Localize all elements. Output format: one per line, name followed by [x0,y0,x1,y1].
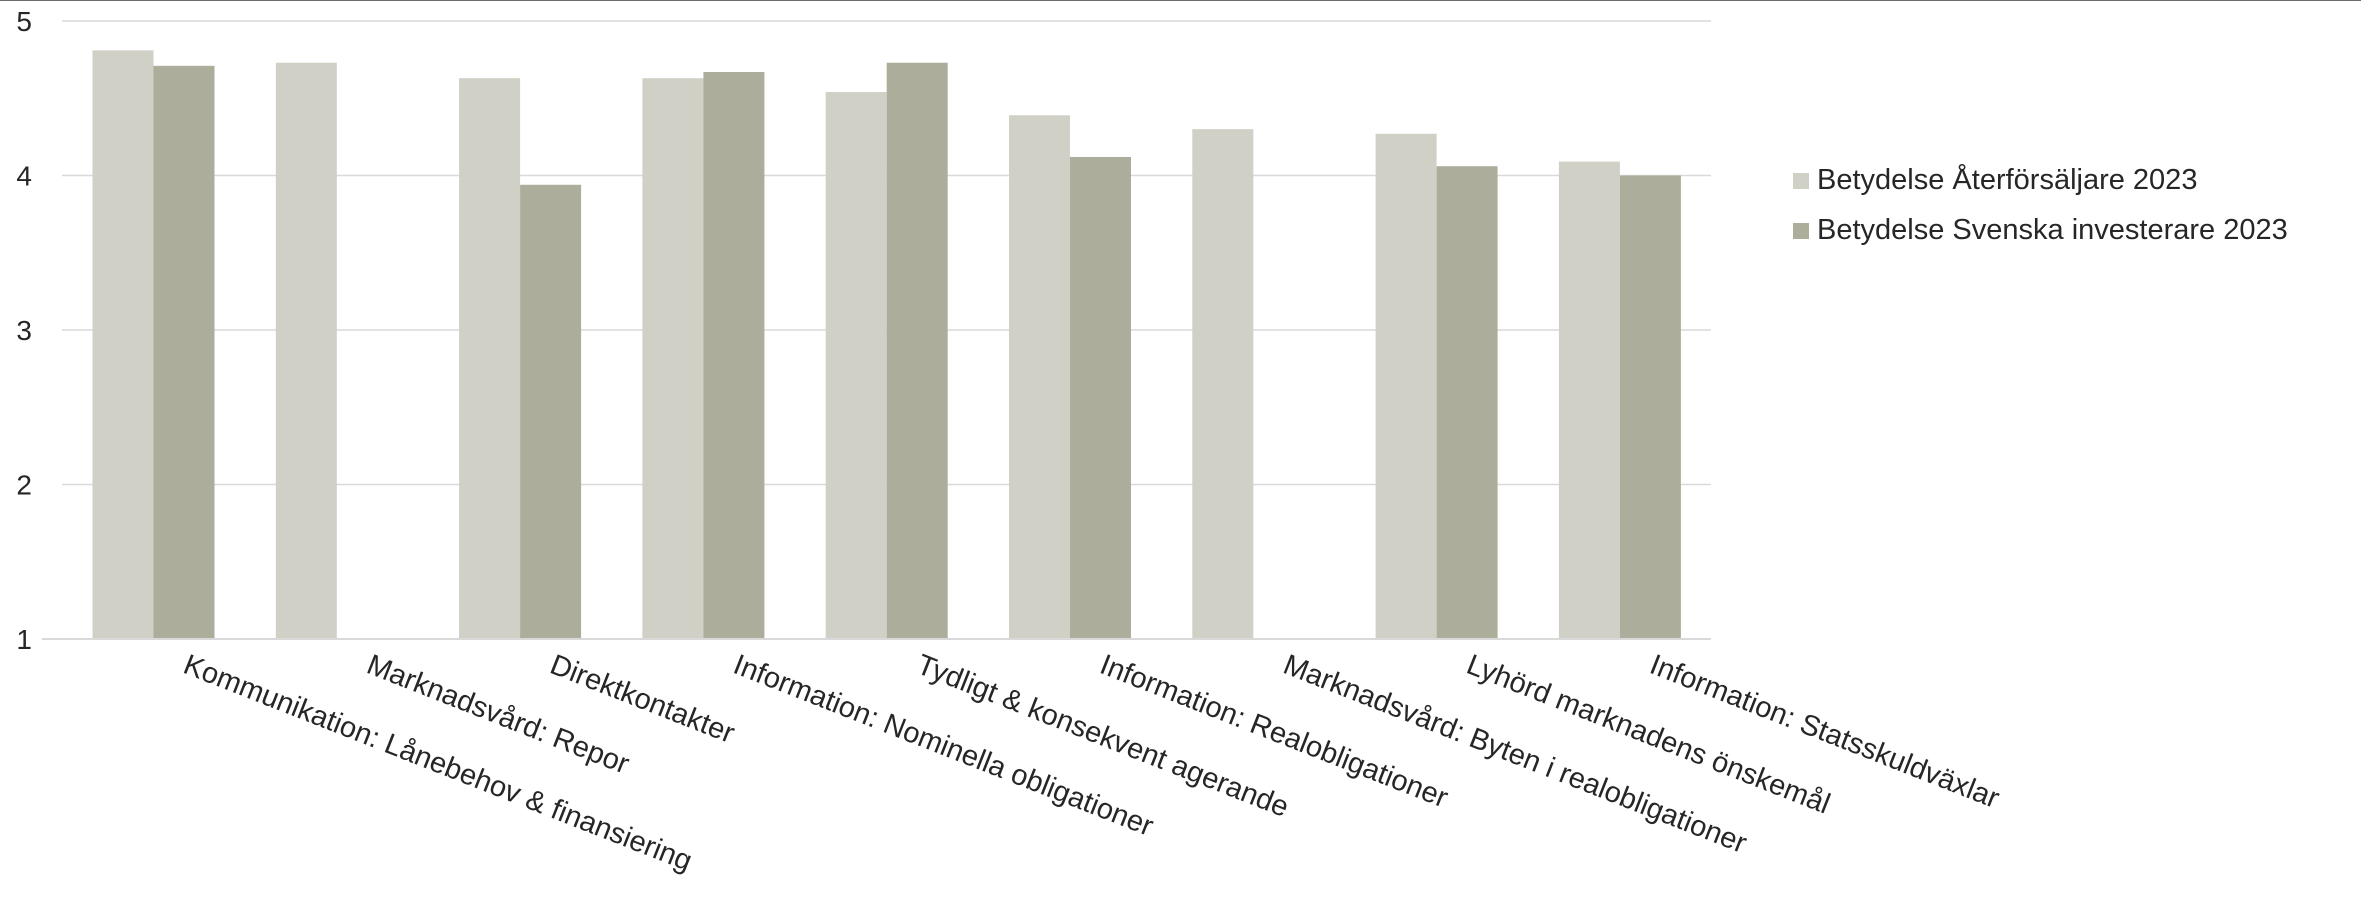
bar-svenska-investerare [1070,156,1131,639]
y-tick-label: 4 [16,161,32,192]
legend-swatch [1793,223,1809,239]
bar-svenska-investerare [520,184,582,639]
y-tick-label: 5 [16,6,32,37]
bar-aterforsaljare [459,78,521,640]
y-tick-label: 2 [16,470,32,501]
bar-svenska-investerare [1619,175,1681,639]
bar-svenska-investerare [886,62,948,639]
bar-aterforsaljare [1375,133,1437,639]
bar-aterforsaljare [825,92,887,639]
x-axis-category-labels: Kommunikation: Lånebehov & finansieringM… [179,649,2004,878]
bar-svenska-investerare [153,65,215,640]
bar-svenska-investerare [703,71,765,640]
legend-label: Betydelse Svenska investerare 2023 [1817,214,2288,246]
legend-swatch [1793,173,1809,189]
legend: Betydelse Återförsäljare 2023 Betydelse S… [1793,163,2288,246]
bars [92,50,1681,640]
bar-aterforsaljare [642,78,704,640]
bar-aterforsaljare [1192,129,1254,639]
y-axis-ticks: 1 2 3 4 5 [16,6,32,655]
bar-aterforsaljare [1558,161,1620,639]
bar-aterforsaljare [92,50,154,640]
top-border [0,0,2361,1]
bar-aterforsaljare [275,62,337,639]
y-tick-label: 3 [16,315,32,346]
bar-aterforsaljare [1009,115,1070,640]
bar-svenska-investerare [1436,166,1498,640]
y-tick-label: 1 [16,624,32,655]
legend-label: Betydelse Återförsäljare 2023 [1817,163,2197,196]
